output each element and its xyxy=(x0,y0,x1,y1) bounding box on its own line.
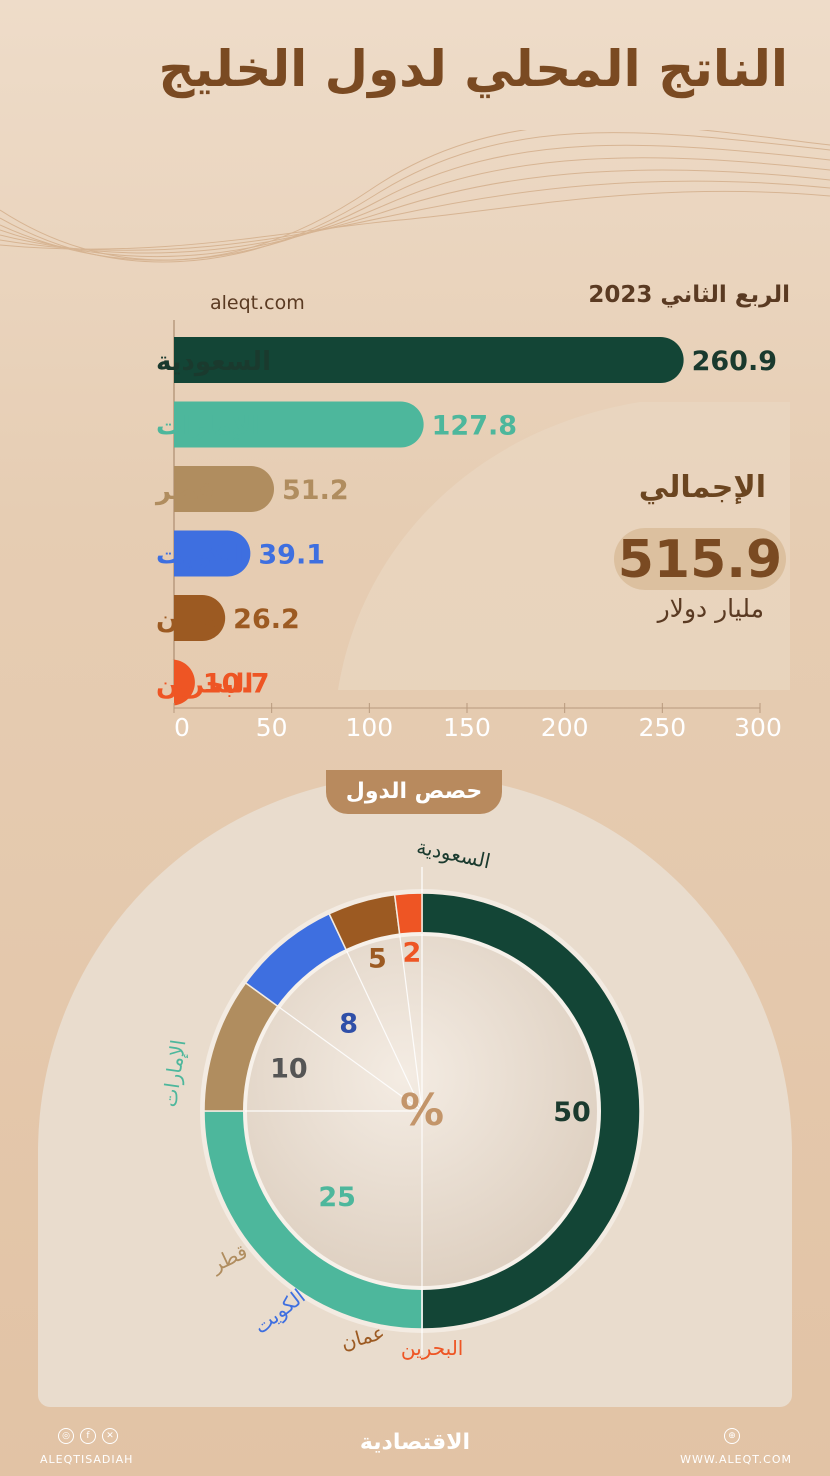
bar-value-label: 10.7 xyxy=(203,669,270,700)
bar-category-label: الإمارات xyxy=(156,412,260,442)
pie-value-label: 10 xyxy=(270,1054,308,1085)
pie-value-label: 50 xyxy=(553,1097,591,1128)
x-tick-label: 50 xyxy=(256,713,288,742)
social-handle[interactable]: ALEQTISADIAH xyxy=(40,1453,134,1466)
slice-divider xyxy=(346,950,423,1112)
total-unit: مليار دولار xyxy=(657,594,764,623)
total-value-background xyxy=(614,528,786,590)
instagram-icon[interactable]: ◎ xyxy=(58,1428,74,1444)
x-tick-label: 300 xyxy=(734,713,782,742)
bar-category-label: البحرين xyxy=(156,670,253,700)
slice-divider xyxy=(278,1006,423,1112)
percent-symbol: % xyxy=(400,1085,444,1136)
bar xyxy=(174,595,226,641)
pie-category-label: البحرين xyxy=(401,1336,463,1360)
x-tick-label: 100 xyxy=(345,713,393,742)
pie-category-label: الكويت xyxy=(249,1284,310,1339)
globe-icon[interactable]: ⊕ xyxy=(724,1428,740,1444)
pie-category-label: عمان xyxy=(338,1320,387,1355)
x-tick-label: 200 xyxy=(541,713,589,742)
bar-category-label: قطر xyxy=(154,476,215,506)
pie-slice xyxy=(393,892,423,937)
x-tick-label: 0 xyxy=(174,713,190,742)
bar-value-label: 51.2 xyxy=(282,475,349,506)
bar xyxy=(174,530,251,577)
bar-value-label: 26.2 xyxy=(233,604,300,635)
source-label: aleqt.com xyxy=(210,292,305,314)
bar xyxy=(171,659,195,706)
facebook-icon[interactable]: f xyxy=(80,1428,96,1444)
brand-logo: الاقتصادية xyxy=(359,1430,471,1455)
total-label: الإجمالي xyxy=(638,470,766,505)
pie-category-label: السعودية xyxy=(415,834,493,873)
pie-value-label: 25 xyxy=(318,1182,356,1213)
page-title: الناتج المحلي لدول الخليج xyxy=(158,40,788,98)
bar-category-label: عمان xyxy=(156,605,223,635)
website-link[interactable]: WWW.ALEQT.COM xyxy=(680,1453,792,1466)
pie-value-label: 5 xyxy=(368,943,387,974)
bar-value-label: 260.9 xyxy=(692,346,777,377)
slice-divider xyxy=(399,935,423,1112)
pie-value-label: 2 xyxy=(403,937,422,968)
bar-chart: 260.9 السعودية 127.8 الإمارات 51.2 قطر 39.1 الك… xyxy=(154,320,790,742)
pie-value-label: 8 xyxy=(339,1008,358,1039)
decorative-waves xyxy=(0,130,830,263)
period-label: الربع الثاني 2023 xyxy=(588,282,790,308)
bar-category-label: السعودية xyxy=(156,347,271,377)
total-value: 515.9 xyxy=(617,530,783,590)
pie-category-label: الإمارات xyxy=(157,1038,190,1108)
x-tick-label: 150 xyxy=(443,713,491,742)
pie-category-label: قطر xyxy=(206,1239,251,1277)
x-tick-label: 250 xyxy=(638,713,686,742)
x-icon[interactable]: ✕ xyxy=(102,1428,118,1444)
bar xyxy=(174,337,684,383)
bar xyxy=(174,466,275,512)
pie-section-title: حصص الدول xyxy=(326,770,502,814)
bar-value-label: 127.8 xyxy=(432,411,517,442)
bar-category-label: الكويت xyxy=(156,541,243,571)
background-shape xyxy=(338,402,790,690)
bar xyxy=(174,401,424,448)
bar-value-label: 39.1 xyxy=(258,540,325,571)
